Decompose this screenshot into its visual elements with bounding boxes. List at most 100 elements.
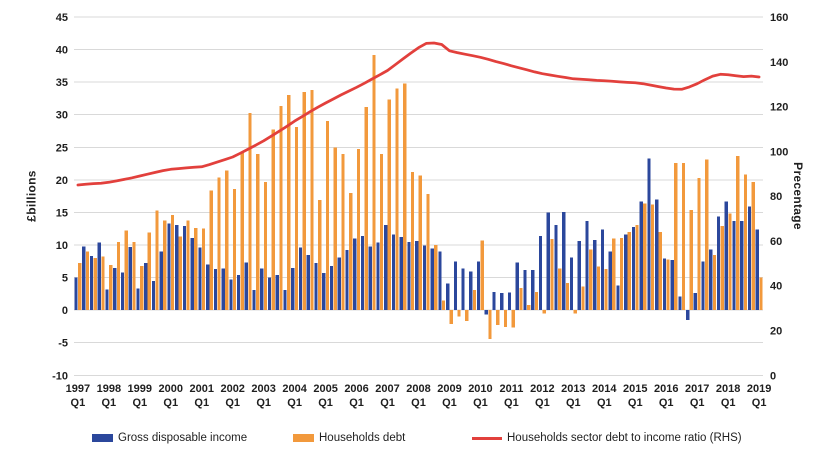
x-tick-year-label: 2014 xyxy=(592,383,617,395)
bar-households-debt xyxy=(109,265,113,311)
bar-gross-disposable-income xyxy=(678,296,682,311)
legend-item-gross-disposable-income: Gross disposable income xyxy=(92,428,247,448)
bar-households-debt xyxy=(201,228,206,311)
x-tick-year-label: 2003 xyxy=(251,383,275,395)
x-tick-year-label: 2011 xyxy=(499,383,523,395)
bar-gross-disposable-income xyxy=(716,216,721,311)
bar-households-debt xyxy=(496,310,500,326)
bar-gross-disposable-income xyxy=(151,280,156,311)
bar-households-debt xyxy=(279,106,283,311)
bar-households-debt xyxy=(248,112,252,311)
bar-gross-disposable-income xyxy=(105,289,109,311)
y-left-tick-label: 35 xyxy=(56,77,68,89)
bar-households-debt xyxy=(217,177,221,311)
x-tick-year-label: 1997 xyxy=(66,383,90,395)
bar-households-debt xyxy=(132,241,136,311)
x-tick-quarter-label: Q1 xyxy=(628,397,643,409)
bar-households-debt xyxy=(643,203,647,311)
x-tick-quarter-label: Q1 xyxy=(411,397,426,409)
bar-households-debt xyxy=(650,204,655,311)
bar-gross-disposable-income xyxy=(314,263,318,311)
x-tick-year-label: 2007 xyxy=(375,383,399,395)
bar-gross-disposable-income xyxy=(484,310,488,315)
bar-households-debt xyxy=(418,175,422,311)
bar-gross-disposable-income xyxy=(453,261,458,311)
bar-gross-disposable-income xyxy=(693,293,697,311)
bar-gross-disposable-income xyxy=(422,245,427,311)
x-tick-quarter-label: Q1 xyxy=(132,397,147,409)
bar-gross-disposable-income xyxy=(345,250,349,311)
bar-gross-disposable-income xyxy=(608,251,612,311)
x-tick-quarter-label: Q1 xyxy=(380,397,395,409)
x-tick-year-label: 2012 xyxy=(530,383,554,395)
y-right-tick-label: 160 xyxy=(770,12,788,24)
bar-gross-disposable-income xyxy=(476,261,481,311)
bar-gross-disposable-income xyxy=(74,277,78,311)
bar-households-debt xyxy=(372,54,376,311)
bar-households-debt xyxy=(116,241,121,311)
bar-gross-disposable-income xyxy=(376,242,380,311)
bar-gross-disposable-income xyxy=(190,237,194,311)
bar-households-debt xyxy=(581,286,585,311)
x-tick-quarter-label: Q1 xyxy=(690,397,705,409)
bar-gross-disposable-income xyxy=(554,224,558,311)
bar-gross-disposable-income xyxy=(430,248,434,311)
bar-gross-disposable-income xyxy=(182,226,187,311)
bar-gross-disposable-income xyxy=(740,220,744,311)
bar-gross-disposable-income xyxy=(89,256,94,311)
x-tick-quarter-label: Q1 xyxy=(442,397,457,409)
legend-item-debt-to-income-ratio: Households sector debt to income ratio (… xyxy=(472,428,742,448)
bar-households-debt xyxy=(318,200,322,311)
bar-households-debt xyxy=(550,239,554,311)
bar-gross-disposable-income xyxy=(329,265,334,311)
bar-gross-disposable-income xyxy=(353,238,357,311)
bar-gross-disposable-income xyxy=(461,268,465,311)
bar-households-debt xyxy=(511,310,515,328)
y-right-tick-label: 140 xyxy=(770,57,788,69)
bar-households-debt xyxy=(681,162,686,311)
bar-households-debt xyxy=(434,245,438,311)
bar-gross-disposable-income xyxy=(616,285,620,311)
bar-gross-disposable-income xyxy=(113,267,117,311)
bar-households-debt xyxy=(426,194,430,311)
bar-gross-disposable-income xyxy=(546,212,550,311)
bar-gross-disposable-income xyxy=(175,224,179,311)
bar-households-debt xyxy=(527,304,531,311)
y-right-tick-label: 100 xyxy=(770,146,788,158)
bar-gross-disposable-income xyxy=(755,229,759,311)
bar-gross-disposable-income xyxy=(724,201,728,311)
x-tick-year-label: 2005 xyxy=(313,383,337,395)
x-tick-year-label: 2006 xyxy=(344,383,368,395)
x-tick-year-label: 2015 xyxy=(623,383,647,395)
x-tick-quarter-label: Q1 xyxy=(225,397,240,409)
y-right-tick-label: 20 xyxy=(770,326,782,338)
y-axis-title-right: Precentage xyxy=(791,162,806,230)
bar-households-debt xyxy=(457,310,461,317)
bar-gross-disposable-income xyxy=(144,263,148,311)
bar-households-debt xyxy=(240,152,244,311)
bar-households-debt xyxy=(728,213,732,311)
bar-gross-disposable-income xyxy=(360,235,365,311)
bar-households-debt xyxy=(542,310,546,314)
bar-gross-disposable-income xyxy=(500,293,504,311)
bar-gross-disposable-income xyxy=(236,274,241,311)
x-tick-quarter-label: Q1 xyxy=(659,397,674,409)
x-tick-year-label: 2004 xyxy=(282,383,307,395)
y-axis-title-left: £billions xyxy=(24,170,39,222)
bar-households-debt xyxy=(178,236,182,311)
x-tick-quarter-label: Q1 xyxy=(287,397,302,409)
bar-households-debt xyxy=(573,310,577,314)
bar-households-debt xyxy=(503,310,508,328)
bar-gross-disposable-income xyxy=(221,268,225,311)
y-right-tick-label: 0 xyxy=(770,370,776,382)
debt-bar-swatch xyxy=(293,434,314,442)
bar-gross-disposable-income xyxy=(283,289,287,311)
x-tick-quarter-label: Q1 xyxy=(597,397,612,409)
bar-gross-disposable-income xyxy=(569,257,574,311)
bar-households-debt xyxy=(302,91,306,311)
x-tick-quarter-label: Q1 xyxy=(318,397,333,409)
bar-households-debt xyxy=(627,231,631,311)
legend-label-debt: Households debt xyxy=(319,432,406,444)
bar-households-debt xyxy=(256,153,260,311)
